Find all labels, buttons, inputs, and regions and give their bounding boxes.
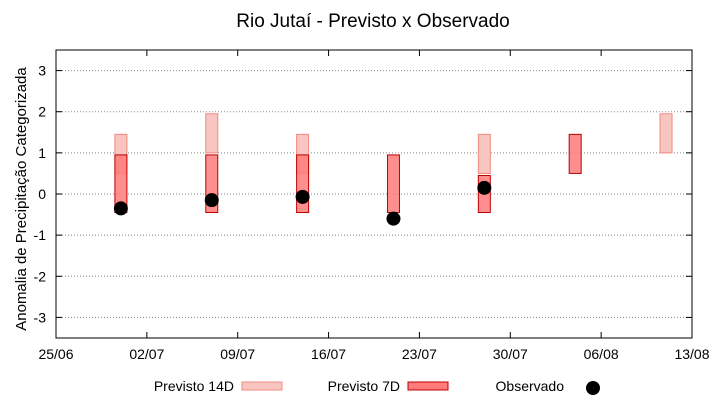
y-tick-label: 2 [38, 104, 46, 120]
y-tick-label: -2 [34, 268, 47, 284]
x-tick-label: 30/07 [493, 346, 528, 362]
y-tick-label: -1 [34, 227, 47, 243]
x-tick-label: 09/07 [220, 346, 255, 362]
legend-swatch-previsto-14d [241, 381, 283, 391]
series-observado [113, 180, 492, 226]
bar-previsto-7d [386, 154, 400, 214]
x-tick-label: 25/06 [38, 346, 73, 362]
x-tick-label: 02/07 [129, 346, 164, 362]
y-axis-label: Anomalia de Precipitação Categorizada [13, 67, 30, 331]
bar-previsto-7d [568, 133, 582, 174]
y-tick-label: 0 [38, 186, 46, 202]
bar-previsto-14d [659, 113, 673, 154]
legend: Previsto 14D Previsto 7D Observado [154, 378, 600, 395]
y-tick-label: 1 [38, 145, 46, 161]
x-tick-label: 13/08 [674, 346, 709, 362]
y-tick-label: -3 [34, 309, 47, 325]
bar-previsto-14d [477, 133, 491, 174]
x-tick-label: 06/08 [584, 346, 619, 362]
x-tick-label: 16/07 [311, 346, 346, 362]
legend-swatch-previsto-7d [407, 381, 449, 391]
series-previsto-7d [114, 133, 582, 214]
axis-ticks: -3 -2 -1 0 1 2 3 25/06 02/07 09/07 16/07 23/07 30/07… [34, 50, 710, 362]
grid-layer [56, 70, 692, 318]
point-observado [477, 180, 492, 195]
legend-label-previsto-14d: Previsto 14D [154, 378, 234, 394]
legend-label-observado: Observado [496, 378, 565, 394]
chart-title: Rio Jutaí - Previsto x Observado [236, 11, 510, 32]
point-observado [295, 189, 310, 204]
point-observado [113, 201, 128, 216]
legend-label-previsto-7d: Previsto 7D [328, 378, 400, 394]
point-observado [204, 193, 219, 208]
point-observado [386, 211, 401, 226]
x-tick-label: 23/07 [402, 346, 437, 362]
y-tick-label: 3 [38, 63, 46, 79]
bar-previsto-14d [205, 113, 219, 154]
legend-marker-observado [586, 381, 600, 395]
